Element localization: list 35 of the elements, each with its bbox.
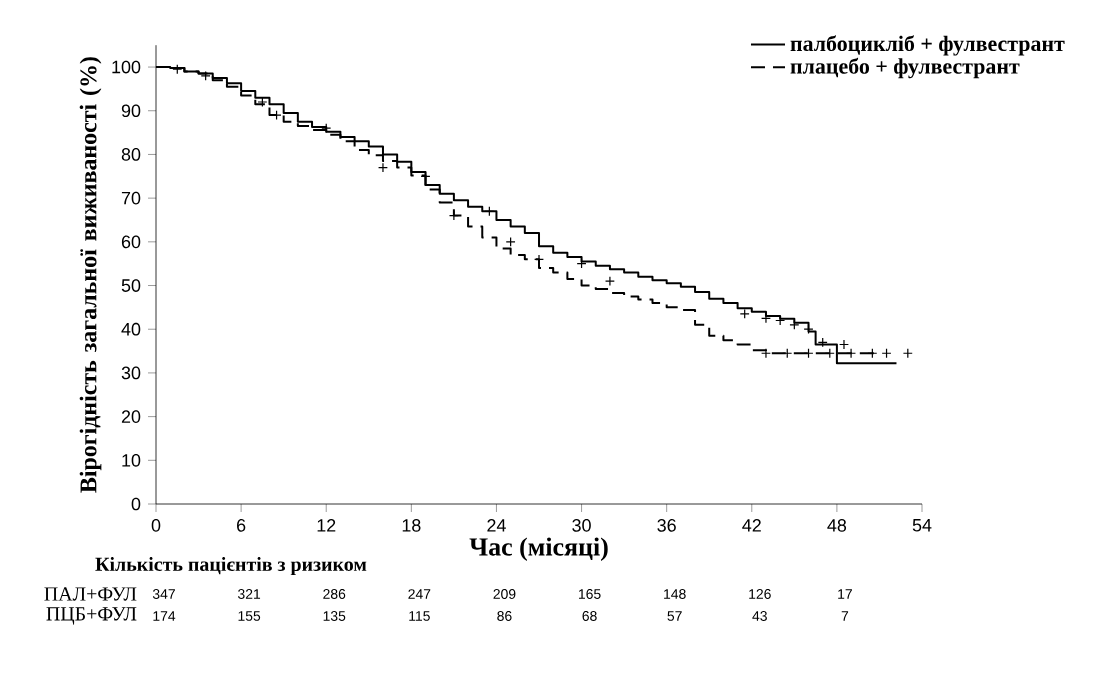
x-tick-label: 6 xyxy=(237,519,246,532)
x-tick-label: 48 xyxy=(827,519,847,532)
point xyxy=(760,348,771,359)
point xyxy=(377,162,388,173)
point xyxy=(257,97,268,107)
y-tick-label: 10 xyxy=(122,453,141,467)
x-tick-label: 12 xyxy=(317,519,336,532)
point xyxy=(789,319,800,330)
x-tick-label: 42 xyxy=(742,519,761,532)
x-tick-label: 36 xyxy=(657,519,676,532)
x-tick-label: 30 xyxy=(572,519,591,532)
text: Кількість пацієнтів з ризиком xyxy=(95,556,367,576)
y-tick-label: 80 xyxy=(121,148,141,161)
point xyxy=(739,308,750,319)
y-tick-label: 0 xyxy=(131,497,141,511)
legend-label: плацебо + фулвестрант xyxy=(790,57,1020,79)
y-tick-label: 90 xyxy=(121,104,141,118)
x-tick-label: 18 xyxy=(402,519,421,532)
y-tick-label: 20 xyxy=(121,410,141,423)
x-tick-label: 0 xyxy=(151,519,161,532)
y-tick-label: 70 xyxy=(121,191,141,205)
x-tick-label: 54 xyxy=(912,519,932,532)
y-tick-label: 50 xyxy=(121,279,141,292)
y-tick-label: 60 xyxy=(121,235,141,249)
x-tick-label: 24 xyxy=(487,519,506,532)
text: ПАЛ+ФУЛ xyxy=(44,587,137,601)
y-tick-label: 100 xyxy=(112,60,141,74)
y-axis-title: Вірогідність загальної виживаності (%) xyxy=(79,57,102,493)
x-axis-title: Час (місяці) xyxy=(469,537,608,561)
text: ПЦБ+ФУЛ xyxy=(46,607,137,625)
y-tick-label: 30 xyxy=(121,366,141,380)
point xyxy=(448,210,459,221)
point xyxy=(604,276,615,287)
legend-label: палбоцикліб + фулвестрант xyxy=(790,35,1065,56)
y-tick-label: 40 xyxy=(121,322,141,336)
